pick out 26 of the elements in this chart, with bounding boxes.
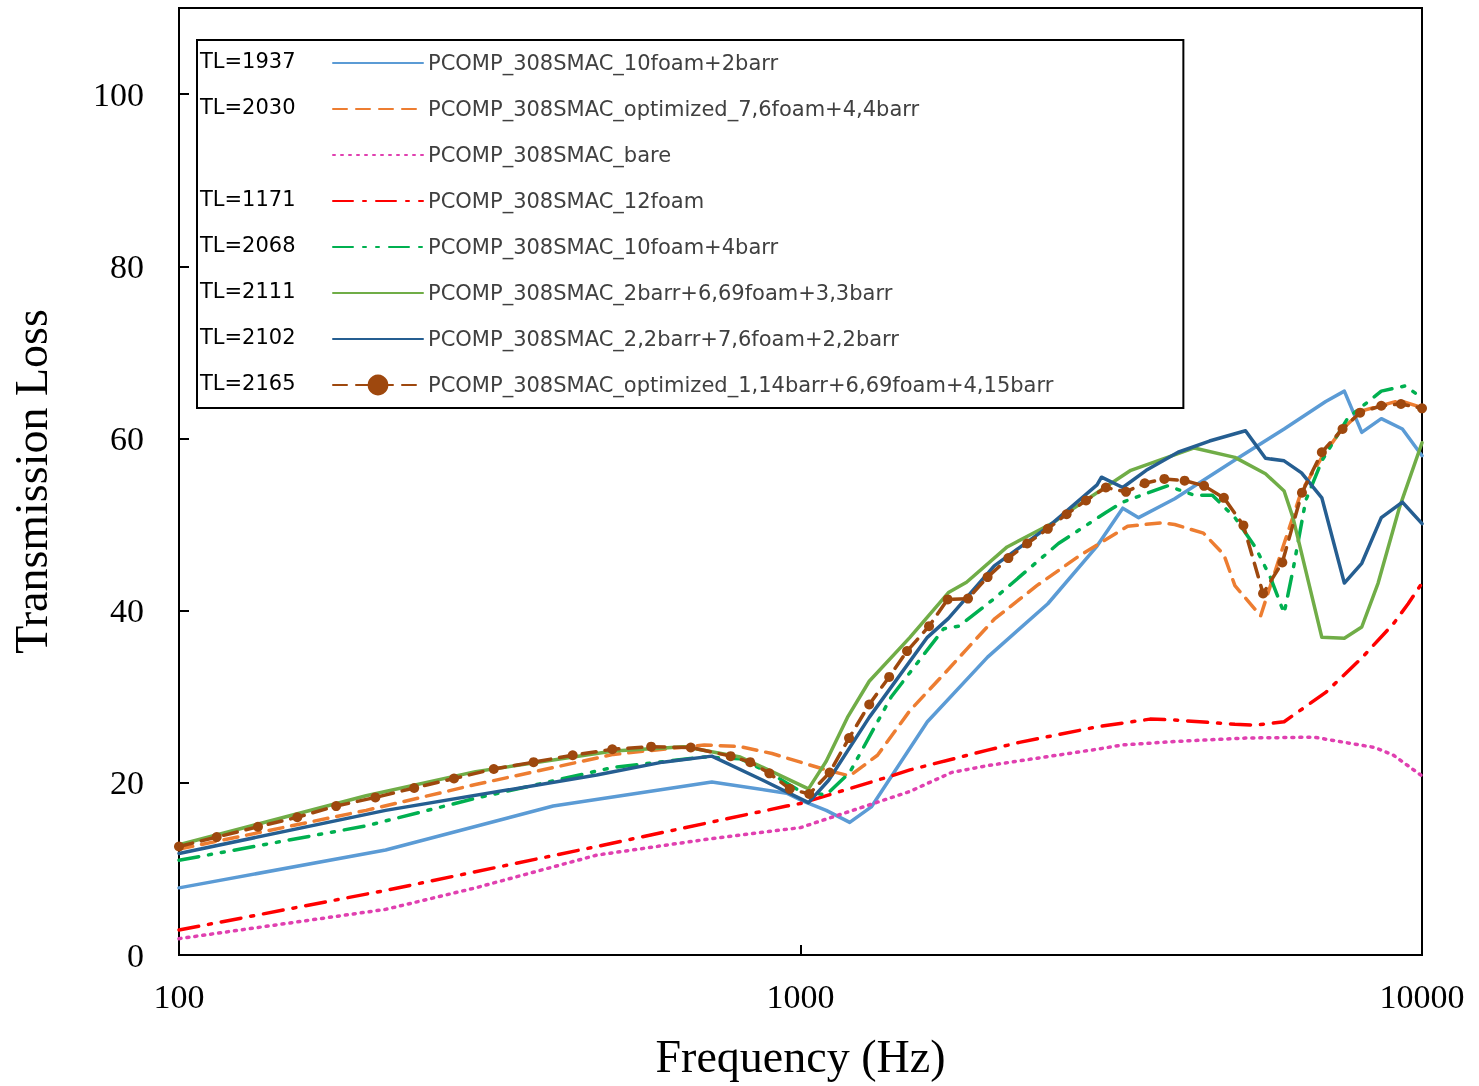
y-tick-label: 100 — [93, 75, 144, 113]
annotation: TL=2030 — [199, 94, 296, 119]
y-tick-label: 20 — [110, 764, 144, 802]
y-tick-label: 60 — [110, 419, 144, 457]
annotation: TL=2068 — [199, 232, 296, 257]
annotation: TL=2111 — [199, 278, 296, 303]
legend-label: PCOMP_308SMAC_10foam+4barr — [428, 235, 779, 260]
annotation: TL=2102 — [199, 324, 296, 349]
legend-label: PCOMP_308SMAC_2barr+6,69foam+3,3barr — [428, 281, 893, 306]
y-axis-title: Transmission Loss — [5, 309, 57, 654]
legend-label: PCOMP_308SMAC_bare — [428, 143, 672, 168]
legend-label: PCOMP_308SMAC_2,2barr+7,6foam+2,2barr — [428, 327, 900, 352]
annotation: TL=2165 — [199, 370, 296, 395]
legend-label: PCOMP_308SMAC_optimized_1,14barr+6,69foam+4,15barr — [428, 373, 1054, 398]
legend-label: PCOMP_308SMAC_10foam+2barr — [428, 51, 779, 76]
x-tick-label: 1000 — [766, 977, 835, 1015]
annotation: TL=1171 — [199, 186, 296, 211]
annotation: TL=1937 — [199, 48, 296, 73]
x-axis-title: Frequency (Hz) — [655, 1030, 946, 1082]
y-tick-label: 80 — [110, 247, 144, 285]
y-tick-label: 40 — [110, 592, 144, 630]
legend-label: PCOMP_308SMAC_optimized_7,6foam+4,4barr — [428, 97, 920, 122]
x-tick-label: 10000 — [1379, 977, 1465, 1015]
y-tick-label: 0 — [127, 936, 144, 974]
x-tick-label: 100 — [153, 977, 205, 1015]
legend-label: PCOMP_308SMAC_12foam — [428, 189, 705, 214]
